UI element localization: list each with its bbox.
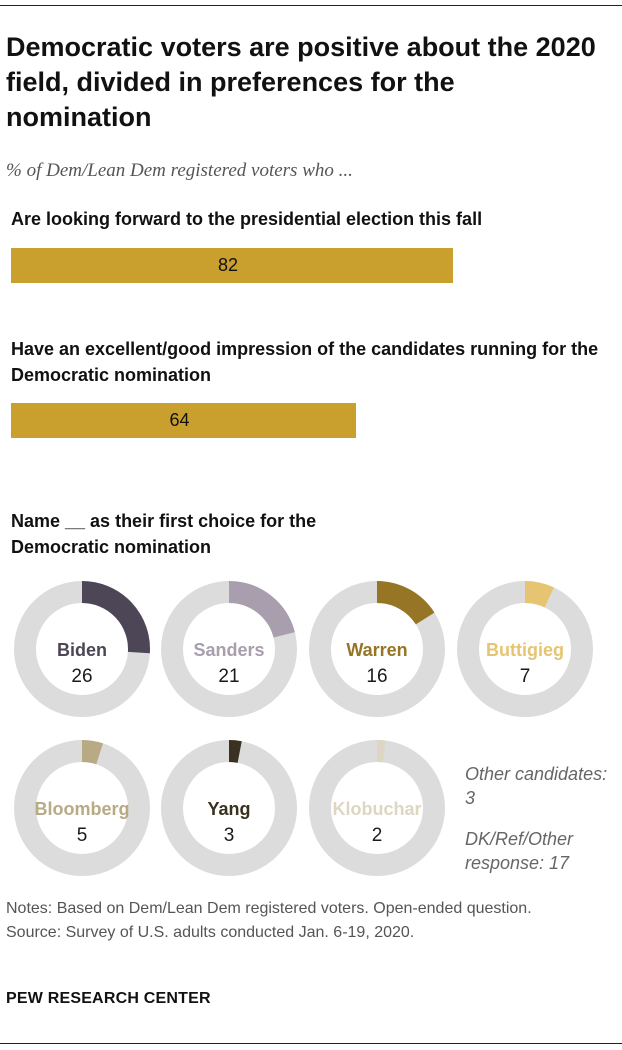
candidate-donut-grid: Biden 26 Sanders 21 Warren 16 Buttigieg 7 Bloomb… bbox=[14, 581, 593, 876]
bottom-rule bbox=[0, 1043, 622, 1044]
source-text: Source: Survey of U.S. adults conducted … bbox=[6, 924, 415, 941]
bar-value-impression: 64 bbox=[169, 410, 190, 430]
donut-arc-biden bbox=[81, 581, 150, 654]
donut-value-yang: 3 bbox=[224, 825, 235, 846]
top-rule bbox=[0, 5, 622, 6]
bar-impression: 64 bbox=[11, 403, 356, 438]
donut-value-sanders: 21 bbox=[218, 666, 239, 687]
donut-value-warren: 16 bbox=[366, 666, 387, 687]
question-first-choice: Name __ as their first choice for the De… bbox=[11, 511, 317, 557]
donut-name-yang: Yang bbox=[207, 799, 250, 819]
donut-value-klobuchar: 2 bbox=[372, 825, 383, 846]
donut-arc-warren bbox=[376, 581, 435, 625]
donut-value-biden: 26 bbox=[71, 666, 92, 687]
pew-logo-text: PEW RESEARCH CENTER bbox=[6, 990, 211, 1007]
question-impression: Have an excellent/good impression of the… bbox=[11, 339, 599, 385]
donut-name-warren: Warren bbox=[346, 640, 407, 660]
donut-name-biden: Biden bbox=[57, 640, 107, 660]
bar-value-looking-forward: 82 bbox=[217, 255, 239, 275]
donut-arc-bloomberg bbox=[81, 740, 104, 765]
question-looking-forward: Are looking forward to the presidential … bbox=[11, 209, 483, 229]
dk-ref-other-label: DK/Ref/Other response: 17 bbox=[465, 829, 574, 873]
donut-value-buttigieg: 7 bbox=[520, 666, 531, 687]
donut-name-klobuchar: Klobuchar bbox=[332, 799, 421, 819]
donut-name-bloomberg: Bloomberg bbox=[34, 799, 129, 819]
donut-value-bloomberg: 5 bbox=[77, 825, 88, 846]
other-candidates-label: Other candidates: 3 bbox=[465, 764, 608, 808]
notes: Notes: Based on Dem/Lean Dem registered … bbox=[6, 897, 606, 945]
donut-name-sanders: Sanders bbox=[193, 640, 264, 660]
notes-text: Notes: Based on Dem/Lean Dem registered … bbox=[6, 900, 532, 917]
donut-name-buttigieg: Buttigieg bbox=[486, 640, 564, 660]
chart-subtitle: % of Dem/Lean Dem registered voters who … bbox=[6, 160, 353, 181]
chart-title: Democratic voters are positive about the… bbox=[6, 32, 596, 132]
donut-arc-buttigieg bbox=[524, 581, 554, 608]
bar-looking-forward: 82 bbox=[11, 248, 453, 283]
donut-arc-yang bbox=[228, 740, 242, 763]
donut-arc-sanders bbox=[228, 581, 295, 639]
